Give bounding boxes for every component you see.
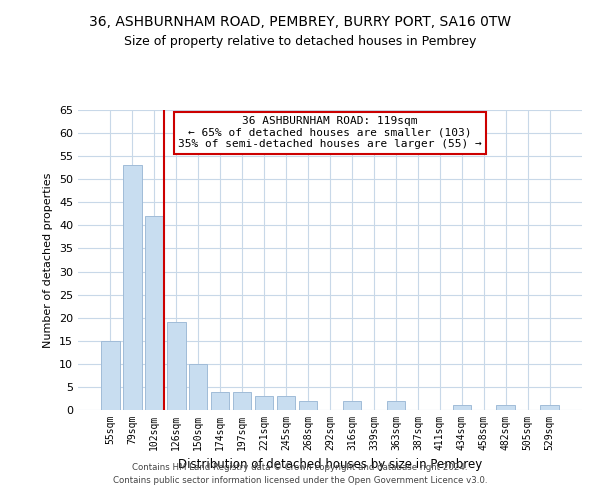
Bar [189, 364, 208, 410]
Bar [101, 341, 119, 410]
Y-axis label: Number of detached properties: Number of detached properties [43, 172, 53, 348]
Bar [255, 396, 274, 410]
X-axis label: Distribution of detached houses by size in Pembrey: Distribution of detached houses by size … [178, 458, 482, 471]
Text: Contains HM Land Registry data © Crown copyright and database right 2024.
Contai: Contains HM Land Registry data © Crown c… [113, 464, 487, 485]
Bar [233, 392, 251, 410]
Bar [541, 406, 559, 410]
Bar [386, 401, 405, 410]
Text: 36 ASHBURNHAM ROAD: 119sqm
← 65% of detached houses are smaller (103)
35% of sem: 36 ASHBURNHAM ROAD: 119sqm ← 65% of deta… [178, 116, 482, 149]
Bar [167, 322, 185, 410]
Bar [343, 401, 361, 410]
Bar [123, 166, 142, 410]
Bar [145, 216, 164, 410]
Bar [496, 406, 515, 410]
Bar [452, 406, 471, 410]
Text: 36, ASHBURNHAM ROAD, PEMBREY, BURRY PORT, SA16 0TW: 36, ASHBURNHAM ROAD, PEMBREY, BURRY PORT… [89, 15, 511, 29]
Bar [211, 392, 229, 410]
Bar [299, 401, 317, 410]
Text: Size of property relative to detached houses in Pembrey: Size of property relative to detached ho… [124, 35, 476, 48]
Bar [277, 396, 295, 410]
